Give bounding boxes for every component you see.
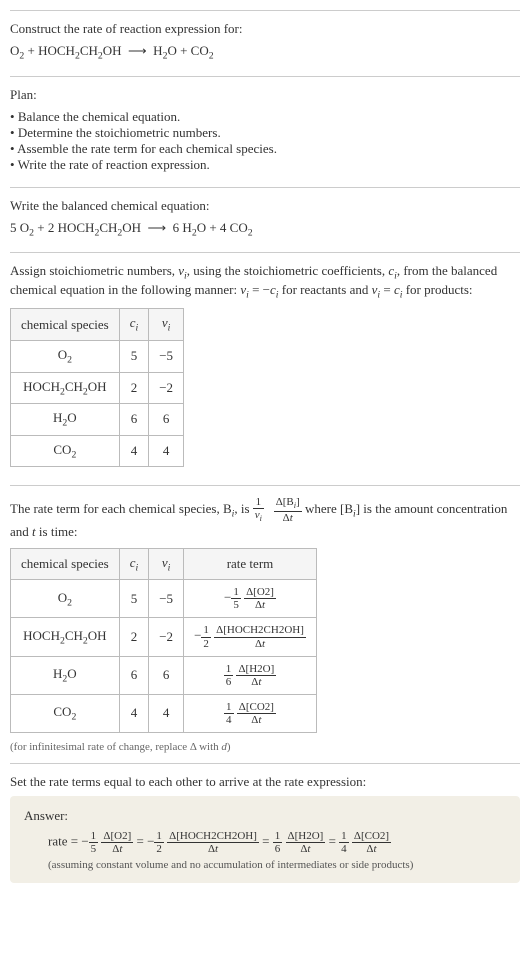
stoich-table: chemical species ci νi O2 5 −5 HOCH2CH2O… bbox=[10, 308, 184, 467]
plan-item: Balance the chemical equation. bbox=[10, 109, 520, 125]
plan-label: Plan: bbox=[10, 87, 520, 103]
table-header-row: chemical species ci νi rate term bbox=[11, 548, 317, 580]
table-row: O25−5−15 Δ[O2]Δt bbox=[11, 580, 317, 618]
answer-label: Answer: bbox=[24, 808, 506, 824]
plan-section: Plan: Balance the chemical equation. Det… bbox=[10, 76, 520, 187]
rate-term-section: The rate term for each chemical species,… bbox=[10, 485, 520, 763]
col-species: chemical species bbox=[11, 309, 120, 341]
col-nui: νi bbox=[149, 309, 184, 341]
stoich-section: Assign stoichiometric numbers, νi, using… bbox=[10, 252, 520, 485]
frac-dBi-dt: Δ[Bi] Δt bbox=[274, 496, 302, 523]
prompt-title: Construct the rate of reaction expressio… bbox=[10, 21, 520, 37]
plan-item: Write the rate of reaction expression. bbox=[10, 157, 520, 173]
rate-term-text: The rate term for each chemical species,… bbox=[10, 496, 520, 539]
col-ci: ci bbox=[119, 309, 149, 341]
table-row: H2O 6 6 bbox=[11, 404, 184, 436]
table-row: HOCH2CH2OH2−2−12 Δ[HOCH2CH2OH]Δt bbox=[11, 618, 317, 656]
rate-table: chemical species ci νi rate term O25−5−1… bbox=[10, 548, 317, 733]
answer-assumption: (assuming constant volume and no accumul… bbox=[24, 859, 506, 871]
table-row: CO2 4 4 bbox=[11, 435, 184, 467]
balanced-equation: 5 O2 + 2 HOCH2CH2OH ⟶ 6 H2O + 4 CO2 bbox=[10, 220, 520, 239]
table-row: CO24414 Δ[CO2]Δt bbox=[11, 694, 317, 732]
infinitesimal-note: (for infinitesimal rate of change, repla… bbox=[10, 741, 520, 753]
prompt-section: Construct the rate of reaction expressio… bbox=[10, 10, 520, 76]
set-equal-text: Set the rate terms equal to each other t… bbox=[10, 774, 520, 790]
answer-section: Set the rate terms equal to each other t… bbox=[10, 763, 520, 893]
rate-line: rate = −15 Δ[O2]Δt = −12 Δ[HOCH2CH2OH]Δt… bbox=[24, 830, 506, 855]
unbalanced-equation: O2 + HOCH2CH2OH ⟶ H2O + CO2 bbox=[10, 43, 520, 62]
stoich-text: Assign stoichiometric numbers, νi, using… bbox=[10, 263, 520, 300]
plan-list: Balance the chemical equation. Determine… bbox=[10, 109, 520, 173]
plan-item: Assemble the rate term for each chemical… bbox=[10, 141, 520, 157]
frac-1-over-nu: 1 νi bbox=[253, 496, 264, 523]
table-row: HOCH2CH2OH 2 −2 bbox=[11, 372, 184, 404]
table-row: H2O6616 Δ[H2O]Δt bbox=[11, 656, 317, 694]
table-header-row: chemical species ci νi bbox=[11, 309, 184, 341]
answer-box: Answer: rate = −15 Δ[O2]Δt = −12 Δ[HOCH2… bbox=[10, 796, 520, 883]
balanced-section: Write the balanced chemical equation: 5 … bbox=[10, 187, 520, 253]
table-row: O2 5 −5 bbox=[11, 340, 184, 372]
plan-item: Determine the stoichiometric numbers. bbox=[10, 125, 520, 141]
balanced-label: Write the balanced chemical equation: bbox=[10, 198, 520, 214]
